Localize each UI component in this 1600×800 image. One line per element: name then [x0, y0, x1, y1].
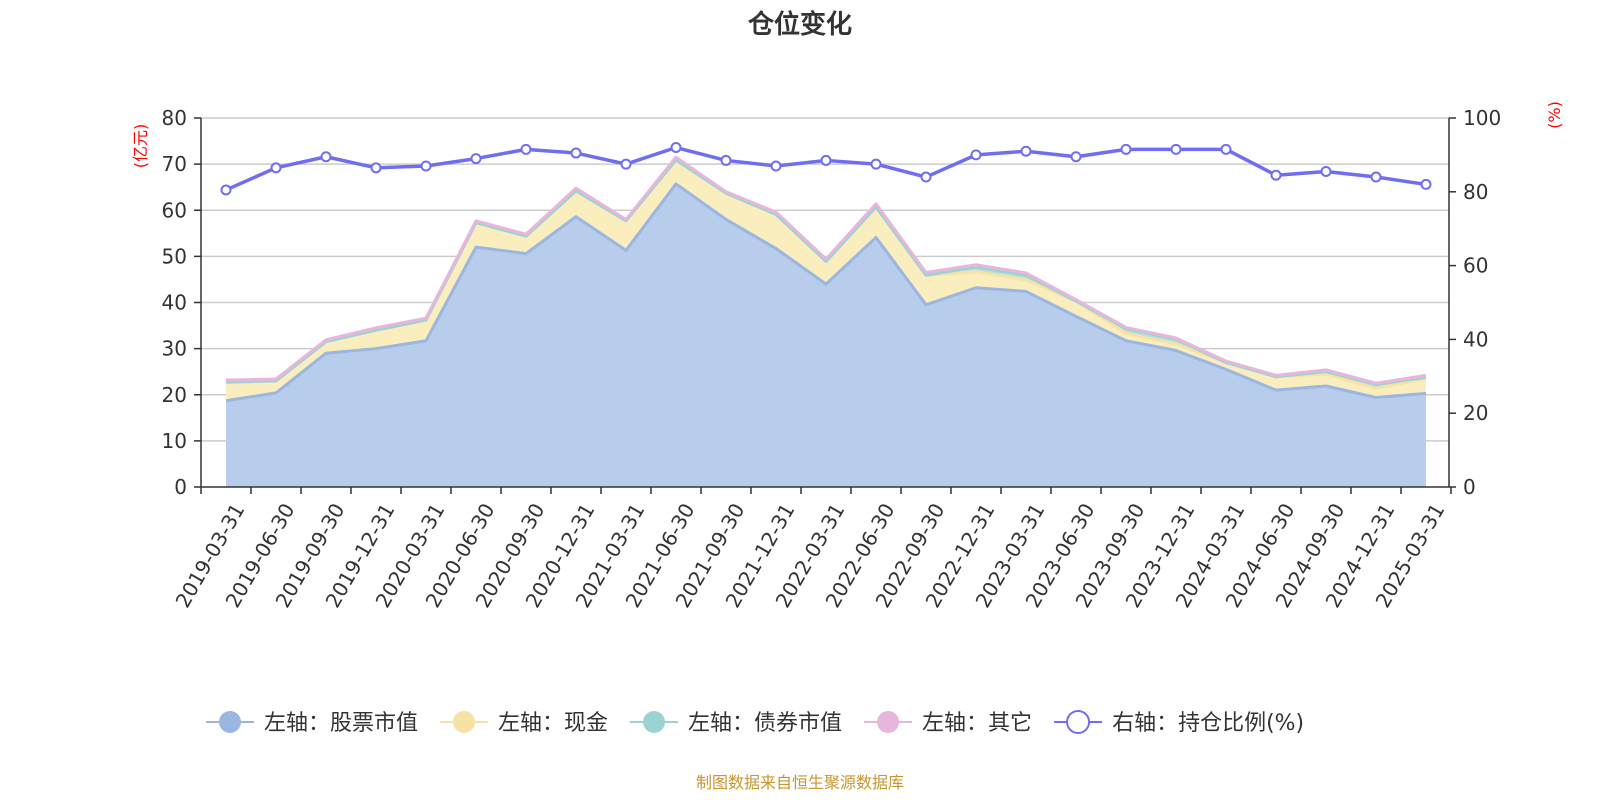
- ratio-point-3: [370, 162, 382, 174]
- ratio-point-22: [1320, 166, 1332, 178]
- left-tick-label-3: 30: [162, 337, 187, 361]
- ratio-line-path-0: [225, 145, 1427, 192]
- legend-label-4: 右轴：持仓比例(%): [1112, 711, 1304, 736]
- legend-marker-1: [453, 711, 476, 733]
- legend-marker-0: [219, 711, 241, 733]
- legend: 左轴：股票市值 左轴：现金 左轴：债券市值 左轴：其它 右轴：持仓比例(%): [206, 710, 1304, 736]
- ratio-point-16: [1020, 145, 1032, 157]
- ratio-point-5: [470, 153, 482, 165]
- ratio-point-14: [920, 171, 932, 183]
- left-axis-unit: (亿元): [131, 124, 150, 169]
- left-tick-label-8: 80: [162, 106, 187, 130]
- legend-item-3: 左轴：其它: [864, 711, 1032, 736]
- chart-title: 仓位变化: [747, 9, 852, 40]
- ratio-point-15: [970, 149, 982, 161]
- left-tick-label-5: 50: [162, 244, 187, 268]
- legend-marker-2: [643, 711, 666, 733]
- legend-label-3: 左轴：其它: [922, 711, 1032, 736]
- legend-label-1: 左轴：现金: [498, 711, 608, 736]
- ratio-line: [220, 142, 1432, 196]
- ratio-point-11: [770, 160, 782, 172]
- right-tick-label-0: 0: [1463, 475, 1476, 499]
- legend-label-0: 左轴：股票市值: [264, 711, 418, 736]
- ratio-point-18: [1120, 143, 1132, 155]
- ratio-point-7: [570, 147, 582, 159]
- right-tick-label-1: 20: [1463, 401, 1488, 425]
- ratio-point-2: [320, 151, 332, 163]
- right-tick-label-3: 60: [1463, 254, 1488, 278]
- left-tick-label-1: 10: [162, 429, 187, 453]
- legend-item-4: 右轴：持仓比例(%): [1054, 710, 1304, 736]
- ratio-point-9: [670, 142, 682, 154]
- area-edge-0: [225, 182, 1427, 403]
- ratio-point-8: [620, 158, 632, 170]
- area-series-2: [226, 159, 1426, 389]
- legend-item-1: 左轴：现金: [440, 711, 608, 736]
- ratio-point-10: [720, 154, 732, 166]
- left-tick-label-7: 70: [162, 152, 187, 176]
- ratio-point-13: [870, 158, 882, 170]
- right-tick-label-4: 80: [1463, 180, 1488, 204]
- ratio-point-12: [820, 154, 832, 166]
- area-series-0: [226, 183, 1426, 488]
- source-note: 制图数据来自恒生聚源数据库: [696, 773, 904, 792]
- left-tick-label-2: 20: [162, 383, 187, 407]
- ratio-point-19: [1170, 143, 1182, 155]
- left-tick-label-0: 0: [174, 475, 187, 499]
- ratio-point-24: [1420, 178, 1432, 190]
- ratio-point-20: [1220, 143, 1232, 155]
- legend-marker-4: [1066, 710, 1091, 734]
- right-tick-label-5: 100: [1463, 106, 1501, 130]
- right-axis-unit: (%): [1545, 101, 1564, 129]
- ratio-point-23: [1370, 171, 1382, 183]
- ratio-point-17: [1070, 151, 1082, 163]
- ratio-point-6: [520, 143, 532, 155]
- legend-marker-3: [877, 711, 900, 733]
- legend-item-0: 左轴：股票市值: [206, 711, 418, 736]
- legend-item-2: 左轴：债券市值: [630, 711, 842, 736]
- ratio-point-4: [420, 160, 432, 172]
- ratio-point-1: [270, 162, 282, 174]
- ratio-point-21: [1270, 169, 1282, 181]
- area-edge-lines: [225, 155, 1427, 403]
- left-tick-label-6: 60: [162, 198, 187, 222]
- left-tick-label-4: 40: [162, 291, 187, 315]
- area-edge-3: [225, 155, 1427, 385]
- legend-label-2: 左轴：债券市值: [688, 711, 842, 736]
- ratio-point-0: [220, 184, 232, 196]
- right-tick-label-2: 40: [1463, 327, 1488, 351]
